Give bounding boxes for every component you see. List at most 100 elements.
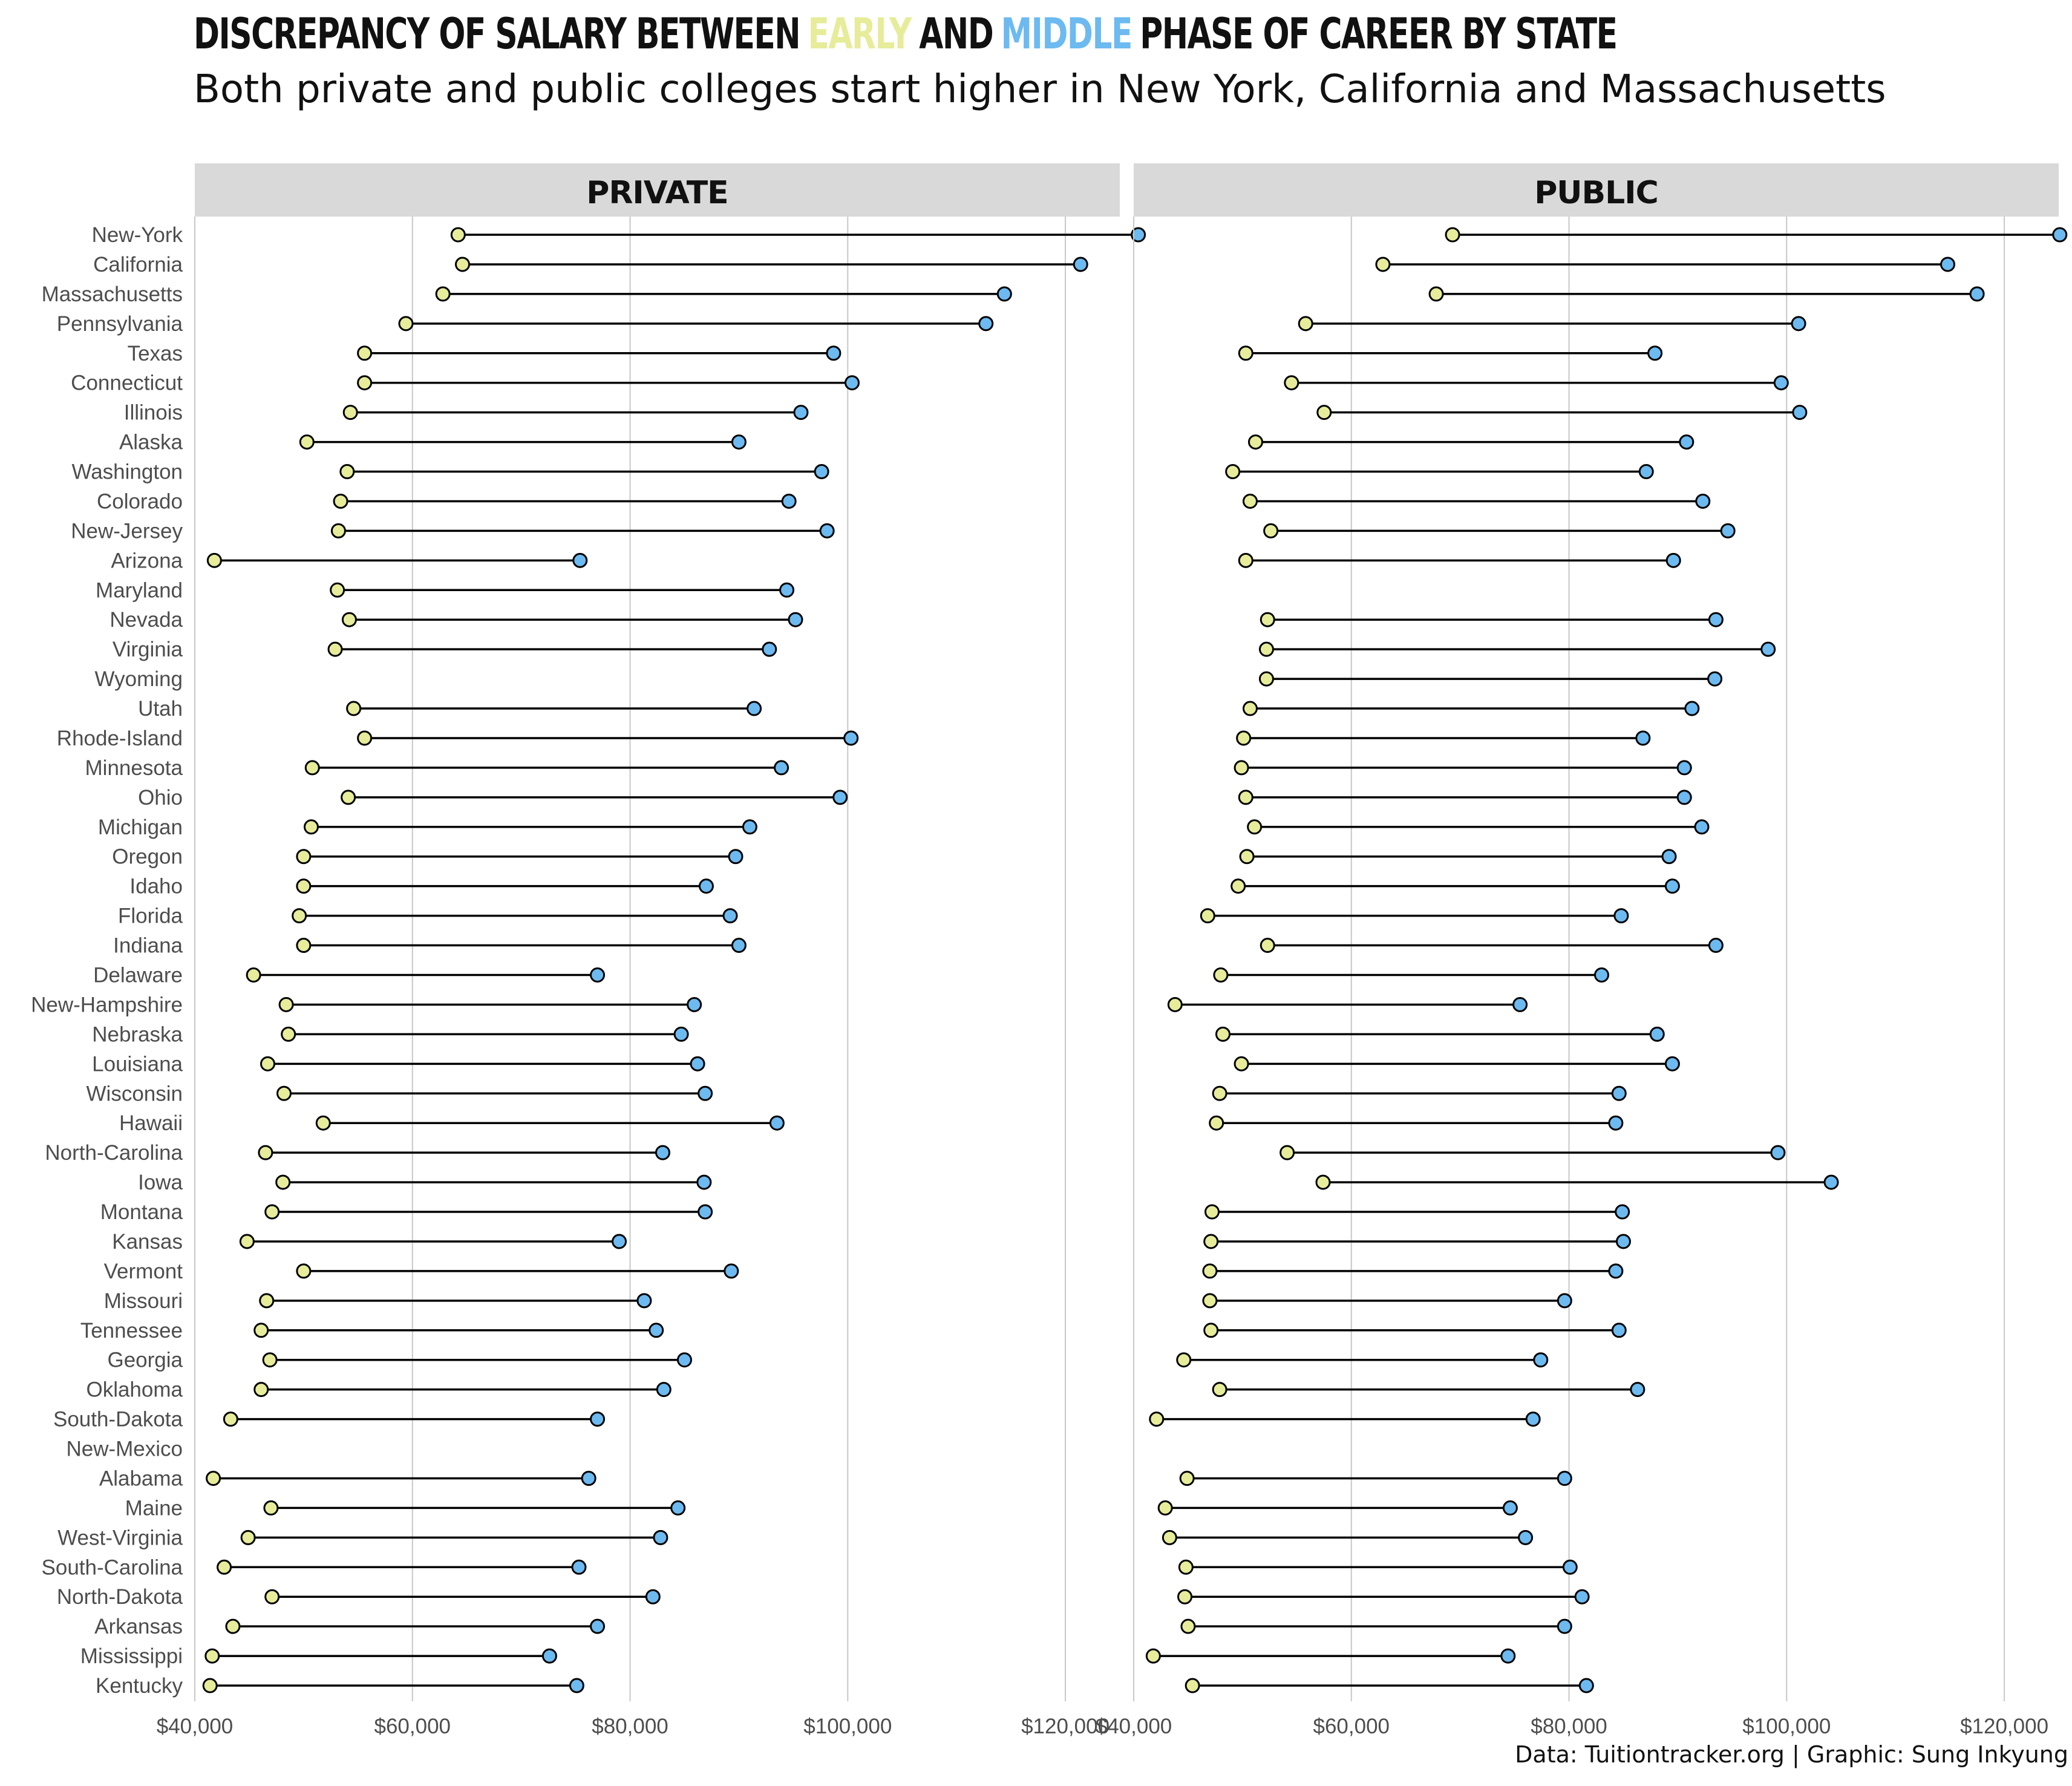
early-salary-point [246, 967, 261, 983]
state-label: Connecticut [71, 371, 183, 395]
state-label: Washington [71, 460, 183, 484]
early-salary-point [299, 434, 315, 450]
early-salary-point [1167, 996, 1183, 1012]
middle-salary-point [1676, 760, 1692, 776]
early-salary-point [1162, 1529, 1177, 1545]
middle-salary-point [844, 375, 860, 391]
state-label: Oklahoma [86, 1378, 183, 1402]
early-salary-point [1178, 1559, 1194, 1575]
middle-salary-point [1518, 1529, 1534, 1545]
early-salary-point [264, 1589, 280, 1604]
middle-salary-point [731, 434, 747, 450]
early-salary-point [1145, 1648, 1161, 1664]
early-salary-point [1212, 1382, 1227, 1398]
early-salary-point [333, 493, 348, 509]
middle-salary-point [1649, 1026, 1665, 1042]
early-salary-point [1209, 1115, 1224, 1131]
early-salary-point [1177, 1589, 1193, 1604]
middle-salary-point [826, 345, 842, 361]
state-label: Colorado [97, 489, 183, 513]
early-salary-point [398, 316, 414, 332]
middle-salary-point [1533, 1352, 1549, 1368]
state-label: Maryland [96, 578, 183, 602]
early-salary-point [292, 908, 307, 924]
panel-header-public [1134, 163, 2059, 217]
middle-salary-point [1695, 493, 1711, 509]
middle-salary-point [1720, 523, 1736, 538]
middle-salary-point [653, 1529, 668, 1545]
early-salary-point [1180, 1618, 1196, 1634]
middle-salary-point [1500, 1648, 1516, 1664]
state-label: Minnesota [85, 756, 183, 780]
early-salary-point [276, 1085, 292, 1101]
state-label: Mississippi [80, 1644, 183, 1668]
state-label: North-Dakota [57, 1585, 183, 1609]
state-label: Delaware [93, 964, 183, 987]
early-salary-point [296, 938, 312, 954]
early-salary-point [1234, 760, 1249, 776]
early-salary-point [1238, 552, 1253, 568]
early-salary-point [253, 1323, 269, 1338]
title-segment: MIDDLE [1001, 9, 1133, 59]
early-salary-point [1202, 1263, 1218, 1279]
early-salary-point [1236, 730, 1252, 746]
middle-salary-point [779, 582, 795, 598]
early-salary-point [206, 1470, 221, 1486]
panel-title: PUBLIC [1534, 175, 1658, 211]
middle-salary-point [731, 938, 747, 954]
state-label: New-Mexico [66, 1438, 183, 1461]
middle-salary-point [581, 1470, 596, 1486]
middle-salary-point [645, 1589, 661, 1604]
early-salary-point [341, 790, 356, 805]
middle-salary-point [670, 1500, 686, 1516]
middle-salary-point [1708, 612, 1724, 627]
middle-salary-point [590, 1411, 606, 1427]
title-segment: PHASE OF CAREER BY STATE [1140, 9, 1618, 59]
early-salary-point [1204, 1204, 1220, 1220]
x-tick-label: $60,000 [374, 1715, 451, 1738]
middle-salary-point [1611, 1323, 1627, 1338]
state-label: South-Carolina [42, 1555, 183, 1579]
middle-salary-point [687, 996, 702, 1012]
middle-salary-point [1664, 1056, 1680, 1071]
middle-salary-point [571, 1559, 587, 1575]
title-segment: AND [919, 9, 993, 59]
state-label: Florida [118, 904, 183, 928]
early-salary-point [342, 405, 358, 420]
middle-salary-point [1557, 1293, 1572, 1309]
middle-salary-point [656, 1382, 672, 1398]
early-salary-point [217, 1559, 232, 1575]
middle-salary-point [774, 760, 789, 776]
middle-salary-point [569, 1678, 584, 1693]
state-label: North-Carolina [45, 1141, 183, 1165]
early-salary-point [225, 1618, 241, 1634]
middle-salary-point [1608, 1115, 1624, 1131]
middle-salary-point [1525, 1411, 1541, 1427]
middle-salary-point [590, 967, 606, 983]
early-salary-point [1242, 701, 1258, 716]
state-label: Ohio [138, 786, 183, 810]
early-salary-point [330, 523, 346, 538]
middle-salary-point [698, 878, 714, 894]
early-salary-point [296, 878, 312, 894]
early-salary-point [1428, 286, 1444, 302]
middle-salary-point [1615, 1204, 1630, 1220]
state-label: Indiana [113, 934, 183, 958]
state-label: Alaska [119, 431, 183, 454]
early-salary-point [1149, 1411, 1165, 1427]
early-salary-point [435, 286, 451, 302]
middle-salary-point [1770, 1145, 1786, 1160]
early-salary-point [278, 996, 294, 1012]
middle-salary-point [1557, 1618, 1572, 1634]
early-salary-point [1203, 1323, 1219, 1338]
middle-salary-point [612, 1234, 627, 1249]
middle-salary-point [636, 1293, 652, 1309]
early-salary-point [1203, 1234, 1219, 1249]
early-salary-point [346, 701, 362, 716]
state-label: Maine [125, 1496, 183, 1520]
state-label: Texas [128, 342, 183, 365]
state-label: New-Jersey [71, 519, 183, 543]
early-salary-point [1213, 967, 1229, 983]
middle-salary-point [1791, 316, 1806, 332]
early-salary-point [253, 1382, 269, 1398]
